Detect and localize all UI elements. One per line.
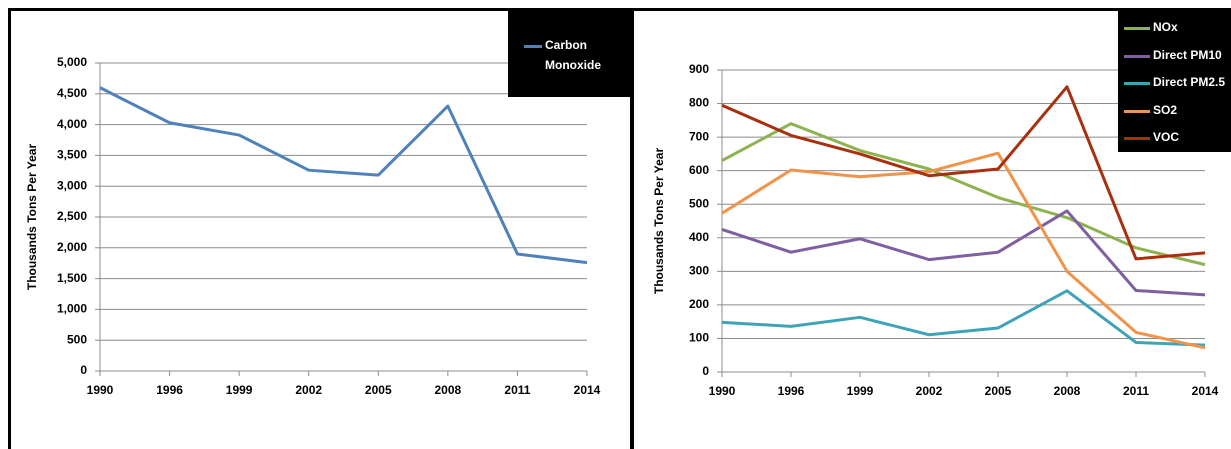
series-line — [721, 85, 1206, 261]
x-tick-label: 2011 — [1123, 384, 1149, 398]
x-tick-label: 2011 — [504, 383, 530, 397]
x-tick-label: 2014 — [1192, 384, 1219, 398]
x-tick-label: 2008 — [435, 383, 462, 397]
legend-label: NOx — [1153, 20, 1178, 34]
legend-swatch — [1124, 82, 1150, 86]
x-tick-label: 2002 — [295, 383, 322, 397]
legend-label: Direct PM10 — [1153, 47, 1222, 62]
x-tick-label: 1999 — [226, 383, 253, 397]
legend-swatch — [1124, 137, 1150, 141]
y-axis-label: Thousands Tons Per Year — [652, 148, 666, 295]
series-line — [721, 209, 1206, 297]
legend-label: Direct PM2.5 — [1153, 75, 1226, 90]
legend-swatch — [1124, 54, 1150, 58]
y-tick-label: 5,000 — [57, 55, 87, 69]
y-tick-label: 3,500 — [57, 148, 87, 162]
y-tick-label: 800 — [689, 96, 709, 110]
legend: NOx Direct PM10 Direct PM2.5 SO2 VOC — [1118, 10, 1231, 152]
y-axis-label: Thousands Tons Per Year — [25, 144, 39, 291]
legend-entry: Carbon Monoxide — [524, 38, 627, 75]
series-line — [99, 86, 588, 265]
y-tick-label: 4,000 — [57, 117, 87, 131]
y-tick-label: 0 — [702, 364, 709, 378]
legend-entry: Direct PM10 — [1124, 48, 1231, 65]
y-tick-label: 300 — [689, 264, 709, 278]
y-tick-label: 1,500 — [57, 271, 87, 285]
y-tick-label: 500 — [689, 196, 709, 210]
x-tick-label: 1996 — [156, 383, 183, 397]
frame-divider — [630, 8, 634, 449]
x-tick-label: 1999 — [847, 384, 874, 398]
legend-label: SO2 — [1153, 102, 1178, 117]
y-tick-label: 200 — [689, 297, 709, 311]
frame-left — [8, 8, 11, 449]
x-tick-label: 2002 — [916, 384, 943, 398]
y-tick-label: 3,000 — [57, 178, 87, 192]
legend-entry: NOx — [1124, 20, 1231, 37]
y-tick-label: 100 — [689, 331, 709, 345]
y-tick-label: 900 — [689, 62, 709, 76]
x-tick-label: 2005 — [365, 383, 392, 397]
y-tick-label: 400 — [689, 230, 709, 244]
x-tick-label: 1996 — [778, 384, 805, 398]
y-tick-label: 1,000 — [57, 302, 87, 316]
legend-label: Carbon Monoxide — [545, 38, 601, 72]
legend-entry: Direct PM2.5 — [1124, 75, 1231, 92]
legend: Carbon Monoxide — [508, 10, 632, 97]
y-tick-label: 0 — [80, 363, 87, 377]
x-tick-label: 1990 — [87, 383, 114, 397]
legend-swatch — [524, 45, 542, 48]
x-tick-label: 2005 — [985, 384, 1012, 398]
frame-top — [8, 8, 1231, 11]
x-tick-label: 2014 — [574, 383, 601, 397]
series-line — [721, 122, 1206, 267]
series-line — [721, 289, 1206, 347]
series-line — [721, 151, 1206, 350]
legend-entry: VOC — [1124, 130, 1231, 147]
y-tick-label: 4,500 — [57, 86, 87, 100]
y-tick-label: 2,000 — [57, 240, 87, 254]
legend-swatch — [1124, 27, 1150, 30]
y-tick-label: 500 — [67, 332, 87, 346]
y-tick-label: 700 — [689, 129, 709, 143]
x-tick-label: 2008 — [1054, 384, 1081, 398]
x-tick-label: 1990 — [709, 384, 736, 398]
legend-label: VOC — [1153, 130, 1180, 145]
y-tick-label: 600 — [689, 163, 709, 177]
legend-entry: SO2 — [1124, 103, 1231, 120]
legend-swatch — [1124, 109, 1150, 113]
y-tick-label: 2,500 — [57, 209, 87, 223]
